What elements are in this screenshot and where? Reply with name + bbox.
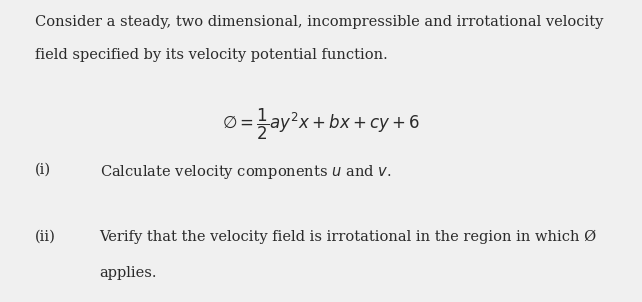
Text: applies.: applies. [100,266,157,280]
Text: (i): (i) [35,163,51,177]
Text: $\emptyset = \dfrac{1}{2}ay^{2}x + bx + cy + 6$: $\emptyset = \dfrac{1}{2}ay^{2}x + bx + … [222,107,420,143]
Text: field specified by its velocity potential function.: field specified by its velocity potentia… [35,48,388,62]
Text: Consider a steady, two dimensional, incompressible and irrotational velocity: Consider a steady, two dimensional, inco… [35,15,603,29]
Text: (ii): (ii) [35,230,56,243]
Text: Calculate velocity components $u$ and $v$.: Calculate velocity components $u$ and $v… [100,163,391,181]
Text: Verify that the velocity field is irrotational in the region in which Ø: Verify that the velocity field is irrota… [100,230,597,244]
